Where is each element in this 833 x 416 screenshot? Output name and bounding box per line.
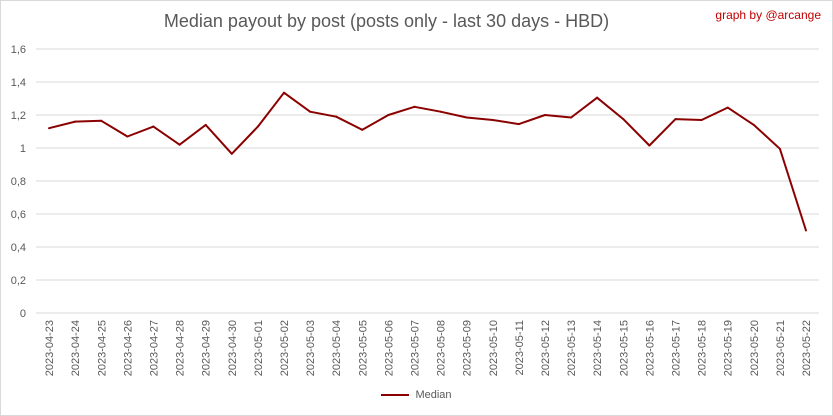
data-point: [126, 135, 129, 138]
legend: Median: [0, 389, 833, 401]
data-point: [491, 118, 494, 121]
data-point: [335, 115, 338, 118]
x-tick-label: 2023-04-28: [175, 320, 187, 376]
y-tick-label: 0,8: [11, 176, 26, 188]
x-tick-label: 2023-04-29: [201, 320, 213, 376]
data-point: [204, 123, 207, 126]
data-point: [570, 116, 573, 119]
data-point: [543, 114, 546, 116]
series-line-median: [48, 91, 807, 231]
data-point: [804, 229, 807, 232]
data-point: [465, 116, 468, 119]
data-point: [152, 125, 155, 128]
y-tick-label: 0,4: [11, 242, 26, 254]
x-tick-label: 2023-05-04: [331, 320, 343, 376]
chart-title: Median payout by post (posts only - last…: [163, 11, 610, 31]
data-point: [309, 110, 312, 113]
x-tick-label: 2023-05-13: [566, 320, 578, 376]
data-point: [726, 106, 729, 109]
x-tick-label: 2023-05-16: [644, 320, 656, 376]
data-point: [74, 120, 77, 123]
x-tick-label: 2023-05-19: [723, 320, 735, 376]
legend-swatch: [381, 394, 410, 396]
x-tick-label: 2023-05-21: [775, 320, 787, 376]
data-point: [648, 144, 651, 147]
x-tick-label: 2023-05-01: [253, 320, 265, 376]
y-tick-label: 1,2: [11, 110, 26, 122]
data-point: [361, 128, 364, 131]
y-tick-label: 1,4: [11, 77, 26, 89]
data-point: [752, 123, 755, 126]
data-point: [674, 118, 677, 121]
x-tick-label: 2023-05-22: [801, 320, 813, 376]
x-tick-label: 2023-05-12: [540, 320, 552, 376]
x-tick-label: 2023-05-10: [488, 320, 500, 376]
x-tick-label: 2023-04-23: [44, 320, 56, 376]
data-point: [413, 105, 416, 108]
y-tick-label: 0,2: [11, 275, 26, 287]
x-tick-label: 2023-04-25: [96, 320, 108, 376]
data-point: [596, 96, 599, 99]
y-tick-label: 0: [20, 308, 26, 320]
x-tick-label: 2023-05-09: [462, 320, 474, 376]
x-tick-label: 2023-05-06: [383, 320, 395, 376]
data-point: [387, 114, 390, 116]
data-point: [256, 125, 259, 128]
x-tick-label: 2023-04-27: [148, 320, 160, 376]
data-point: [439, 110, 442, 113]
x-tick-label: 2023-04-30: [227, 320, 239, 376]
data-point: [282, 91, 285, 94]
x-tick-label: 2023-04-24: [70, 320, 82, 376]
x-tick-label: 2023-05-08: [436, 320, 448, 376]
credit-label: graph by @arcange: [715, 8, 821, 22]
data-point: [100, 119, 103, 122]
y-tick-label: 1: [20, 143, 26, 155]
data-point: [48, 127, 51, 130]
x-tick-label: 2023-05-17: [670, 320, 682, 376]
data-point: [778, 147, 781, 150]
data-point: [230, 152, 233, 155]
x-tick-label: 2023-04-26: [122, 320, 134, 376]
x-tick-label: 2023-05-18: [697, 320, 709, 376]
x-tick-label: 2023-05-07: [409, 320, 421, 376]
data-point: [517, 123, 520, 126]
data-point: [178, 143, 181, 146]
legend-label: Median: [415, 389, 452, 401]
y-tick-label: 1,6: [11, 44, 26, 56]
x-tick-label: 2023-05-20: [749, 320, 761, 376]
y-tick-label: 0,6: [11, 209, 26, 221]
data-point: [622, 118, 625, 121]
data-point: [700, 118, 703, 121]
x-tick-label: 2023-05-05: [357, 320, 369, 376]
x-tick-label: 2023-05-11: [514, 320, 526, 375]
x-tick-label: 2023-05-15: [618, 320, 630, 376]
x-tick-label: 2023-05-02: [279, 320, 291, 376]
x-tick-label: 2023-05-14: [592, 320, 604, 376]
x-tick-label: 2023-05-03: [305, 320, 317, 376]
